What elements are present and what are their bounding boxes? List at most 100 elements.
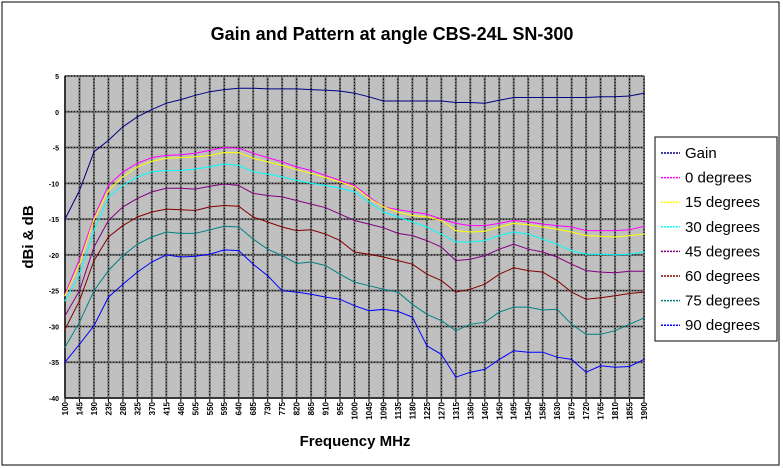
x-tick-label: 415 (162, 401, 171, 415)
data-point (353, 305, 356, 307)
x-tick-label: 1495 (510, 401, 519, 419)
data-point (296, 88, 298, 90)
data-point (267, 161, 269, 163)
data-point (513, 96, 515, 99)
legend-label: 45 degrees (685, 243, 760, 260)
data-point (238, 87, 240, 89)
data-point (484, 321, 486, 323)
data-point (426, 213, 428, 215)
data-point (542, 309, 544, 311)
data-point (556, 96, 558, 99)
data-point (628, 270, 631, 272)
data-point (556, 243, 558, 245)
data-point (382, 256, 385, 258)
data-point (252, 263, 254, 265)
data-point (151, 160, 153, 162)
data-point (238, 226, 240, 228)
data-point (628, 234, 631, 237)
data-point (267, 88, 269, 90)
data-point (93, 246, 95, 248)
x-tick-label: 1765 (597, 401, 606, 419)
data-point (585, 371, 587, 373)
data-point (238, 151, 240, 154)
data-point (469, 323, 471, 325)
data-point (426, 216, 428, 218)
data-point (310, 229, 312, 231)
x-tick-label: 1315 (452, 401, 461, 419)
x-tick-label: 1675 (568, 401, 577, 419)
x-tick-label: 550 (206, 401, 215, 415)
data-point (643, 251, 645, 253)
data-point (455, 241, 457, 243)
data-point (498, 273, 500, 275)
data-point (180, 256, 182, 258)
x-tick-label: 595 (220, 401, 229, 415)
data-point (614, 272, 616, 274)
data-point (397, 310, 399, 313)
data-point (469, 241, 471, 243)
legend-item: 75 degrees (661, 293, 760, 310)
data-point (484, 255, 486, 257)
data-point (440, 218, 442, 220)
data-point (469, 231, 471, 233)
data-point (382, 211, 385, 213)
data-point (165, 208, 167, 210)
data-point (64, 300, 66, 302)
data-point (353, 219, 356, 222)
data-point (411, 211, 413, 213)
data-point (194, 232, 196, 235)
data-point (107, 270, 110, 272)
data-point (628, 323, 631, 325)
data-point (209, 166, 211, 168)
data-point (267, 194, 269, 197)
data-point (571, 291, 573, 293)
x-tick-label: 1135 (394, 401, 403, 419)
data-point (165, 154, 167, 157)
data-point (194, 94, 196, 96)
data-point (585, 333, 587, 335)
data-point (64, 361, 66, 363)
data-point (238, 184, 240, 187)
data-point (368, 223, 370, 225)
x-tick-label: 910 (322, 401, 331, 415)
data-point (455, 376, 457, 378)
data-point (426, 226, 428, 228)
data-point (209, 185, 211, 187)
data-point (542, 351, 544, 353)
data-point (353, 281, 356, 283)
data-point (151, 211, 153, 213)
data-point (599, 271, 602, 273)
data-point (107, 219, 110, 222)
data-point (455, 222, 457, 225)
chart-title: Gain and Pattern at angle CBS-24L SN-300 (211, 24, 574, 44)
data-point (78, 343, 81, 345)
data-point (353, 191, 356, 193)
legend-label: Gain (685, 145, 717, 162)
data-point (440, 353, 442, 355)
data-point (93, 325, 95, 327)
data-point (136, 116, 138, 118)
data-point (585, 253, 587, 255)
data-point (223, 163, 225, 165)
data-point (194, 188, 196, 190)
x-tick-label: 1540 (524, 401, 533, 419)
data-point (165, 231, 167, 233)
legend-item: 15 degrees (661, 194, 760, 211)
data-point (628, 95, 631, 97)
x-tick-label: 685 (249, 401, 258, 415)
y-tick-label: -5 (53, 146, 59, 153)
data-point (368, 310, 370, 312)
data-point (122, 255, 124, 257)
data-point (411, 263, 413, 265)
data-point (585, 234, 587, 237)
x-tick-label: 145 (75, 401, 84, 415)
data-point (397, 209, 399, 211)
data-point (339, 179, 341, 182)
data-point (382, 100, 385, 102)
x-tick-label: 1900 (640, 401, 649, 419)
data-point (368, 201, 370, 203)
data-point (310, 203, 312, 205)
data-point (238, 249, 240, 252)
data-point (194, 152, 196, 154)
